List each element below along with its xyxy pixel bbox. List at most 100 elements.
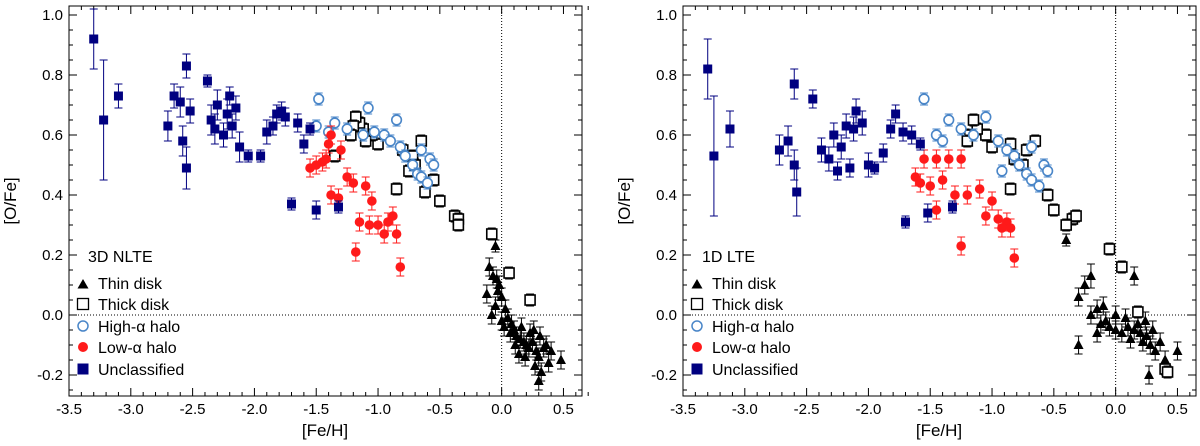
data-point <box>212 89 222 121</box>
marker-unclassified <box>181 61 191 71</box>
marker-low-alpha-halo <box>321 154 331 164</box>
y-tick-label: 0.8 <box>656 67 677 84</box>
data-point <box>163 110 173 142</box>
data-point <box>919 149 929 169</box>
x-tick-label: -3.5 <box>56 401 82 418</box>
marker-thick-disk <box>372 138 384 150</box>
marker-low-alpha-halo <box>919 154 929 164</box>
data-point <box>333 200 343 214</box>
data-point <box>992 134 1004 148</box>
marker-unclassified <box>816 145 826 155</box>
data-point <box>901 215 911 229</box>
marker-unclassified <box>169 91 179 101</box>
marker-unclassified <box>789 160 799 170</box>
data-point <box>313 92 325 106</box>
marker-thin-disk <box>516 321 527 331</box>
data-point <box>280 107 290 127</box>
data-point <box>1073 335 1084 355</box>
marker-low-alpha-halo <box>336 145 346 155</box>
marker-low-alpha-halo <box>943 154 954 164</box>
data-point <box>833 161 843 181</box>
data-point <box>231 95 241 121</box>
marker-unclassified <box>886 124 896 134</box>
data-point <box>368 125 380 139</box>
marker-high-alpha-halo <box>394 141 406 153</box>
marker-high-alpha-halo <box>1033 180 1045 192</box>
data-point <box>354 212 365 232</box>
data-points <box>703 38 1183 385</box>
marker-low-alpha-halo <box>323 139 334 149</box>
reference-lines <box>69 6 582 396</box>
marker-unclassified <box>272 109 282 119</box>
marker-thin-disk <box>546 345 557 355</box>
marker-unclassified <box>836 142 846 152</box>
marker-unclassified <box>311 205 321 215</box>
data-point <box>185 98 195 124</box>
data-point <box>937 170 948 190</box>
marker-thin-disk <box>1137 336 1148 346</box>
marker-low-alpha-halo <box>354 217 365 227</box>
marker-thin-disk <box>510 339 521 349</box>
data-point <box>898 122 908 142</box>
marker-thin-disk <box>1079 279 1090 289</box>
data-point <box>1033 179 1045 193</box>
marker-unclassified <box>703 64 713 74</box>
marker-unclassified <box>185 106 195 116</box>
marker-thin-disk <box>1129 324 1140 334</box>
data-point <box>1025 140 1038 154</box>
data-point <box>326 185 336 205</box>
data-point <box>178 125 188 157</box>
marker-thin-disk <box>1116 327 1127 337</box>
marker-thin-disk <box>499 321 510 331</box>
marker-unclassified <box>808 94 818 104</box>
data-point <box>503 266 515 280</box>
marker-unclassified <box>725 124 735 134</box>
x-tick-label: 0.0 <box>1105 401 1126 418</box>
marker-unclassified <box>99 115 109 125</box>
data-point <box>936 134 949 148</box>
data-point <box>845 158 855 178</box>
data-point <box>1100 311 1111 331</box>
marker-unclassified <box>256 151 266 161</box>
marker-unclassified <box>845 163 855 173</box>
data-point <box>1155 332 1166 352</box>
legend-label: High-α halo <box>712 319 794 336</box>
marker-unclassified <box>243 151 253 161</box>
marker-unclassified <box>227 121 237 131</box>
marker-unclassified <box>222 109 232 119</box>
marker-unclassified <box>829 130 839 140</box>
marker-thin-disk <box>1172 345 1183 355</box>
legend-marker-filled-triangle <box>691 279 703 289</box>
marker-thin-disk <box>496 291 507 301</box>
data-point <box>543 353 554 373</box>
data-point <box>1004 182 1017 196</box>
x-tick-label: -3.0 <box>118 401 144 418</box>
marker-unclassified <box>225 91 235 101</box>
data-point <box>113 83 123 109</box>
data-point <box>485 227 498 241</box>
data-point <box>520 347 531 367</box>
x-tick-label: -2.5 <box>180 401 206 418</box>
data-point <box>379 224 390 244</box>
data-point <box>481 284 492 304</box>
panel-3d-nlte: -3.5 -3.0 -2.5 -2.0 -1.5 -1.0 -0.5 0.0 0.5 -0.2 0… <box>1 5 589 440</box>
data-point <box>175 86 185 118</box>
marker-thin-disk <box>494 279 505 289</box>
data-point <box>1144 365 1155 385</box>
legend-label: High-α halo <box>98 319 180 336</box>
legend-item-low-alpha-halo: Low-α halo <box>78 340 177 357</box>
data-point <box>336 140 346 160</box>
legend-marker-filled-triangle <box>77 279 89 289</box>
data-point <box>1103 242 1116 256</box>
marker-thin-disk <box>1145 339 1156 349</box>
marker-high-alpha-halo <box>407 159 419 171</box>
marker-low-alpha-halo <box>367 196 377 206</box>
data-point <box>243 149 253 163</box>
x-tick-label: -1.5 <box>303 401 329 418</box>
marker-high-alpha-halo <box>357 129 369 141</box>
data-point <box>886 119 896 139</box>
marker-unclassified <box>947 202 957 212</box>
marker-unclassified <box>299 139 309 149</box>
data-point <box>350 242 361 262</box>
marker-high-alpha-halo <box>918 93 930 105</box>
